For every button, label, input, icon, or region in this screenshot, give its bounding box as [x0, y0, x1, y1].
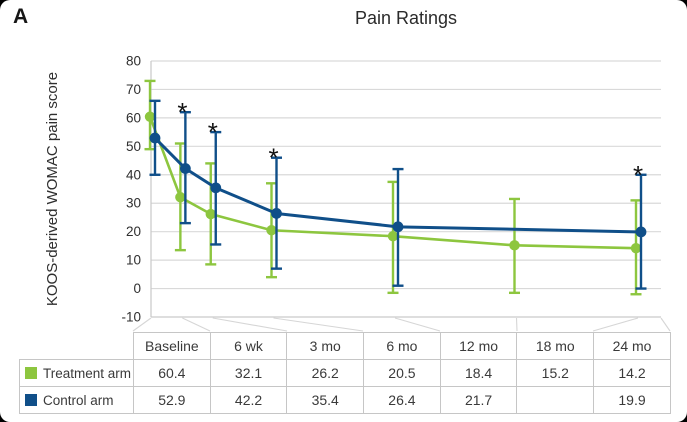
connector-line	[515, 317, 518, 332]
treatment-arm-point	[509, 240, 520, 251]
table-cell: 20.5	[363, 359, 441, 387]
table-corner-cell	[20, 333, 134, 360]
control-arm-legend: Control arm	[19, 386, 134, 414]
significance-asterisk: *	[633, 160, 643, 190]
treatment-arm-point	[630, 242, 642, 254]
column-header-6wk: 6 wk	[209, 332, 288, 360]
y-axis-tick-label: 80	[126, 54, 141, 69]
control-arm-swatch	[25, 393, 37, 406]
treatment-arm-point	[266, 225, 277, 236]
chart-data-table: Baseline 6 wk 3 mo 6 mo 12 mo 18 mo 24 m…	[19, 332, 671, 414]
connector-line	[182, 317, 211, 332]
column-header-12mo: 12 mo	[439, 332, 518, 360]
control-arm-point	[179, 163, 191, 174]
control-arm-point	[392, 221, 404, 233]
panel-label: A	[13, 5, 29, 28]
treatment-arm-row: Treatment arm 60.4 32.1 26.2 20.5 18.4 1…	[19, 359, 671, 387]
significance-asterisk: *	[208, 117, 218, 147]
column-header-baseline: Baseline	[133, 332, 211, 360]
treatment-arm-point	[205, 208, 216, 220]
control-arm-line	[153, 137, 642, 234]
column-header-24mo: 24 mo	[593, 332, 671, 360]
table-cell: 19.9	[593, 386, 671, 414]
table-cell: 35.4	[286, 386, 365, 414]
connector-line	[592, 317, 639, 332]
table-cell: 60.4	[133, 359, 211, 387]
y-axis-tick-label: 20	[126, 224, 141, 239]
pain-ratings-chart: 80 70 60 50 40 30 20 10 0 -10 KOOS-derived WOMAC p…	[44, 54, 671, 332]
table-cell: 52.9	[133, 386, 211, 414]
table-cell: 14.2	[593, 359, 671, 387]
treatment-arm-point	[144, 111, 156, 122]
y-axis-tick-label: 50	[126, 139, 141, 154]
y-axis-tick-label: 40	[126, 167, 141, 182]
significance-asterisk: *	[268, 143, 278, 173]
treatment-arm-point	[387, 231, 399, 242]
table-cell: 42.2	[209, 386, 288, 414]
column-header-3mo: 3 mo	[286, 332, 365, 360]
table-cell: 21.7	[439, 386, 518, 414]
control-arm-point	[271, 208, 282, 219]
control-arm-row: Control arm 52.9 42.2 35.4 26.4 21.7 19.…	[19, 386, 671, 414]
table-cell: 32.1	[209, 359, 288, 387]
chart-title: Pain Ratings	[354, 8, 458, 28]
y-axis-tick-label: 10	[126, 253, 141, 268]
treatment-arm-legend: Treatment arm	[19, 359, 134, 387]
treatment-arm-swatch	[25, 366, 37, 379]
table-cell: 26.2	[286, 359, 365, 387]
control-arm-point	[210, 182, 222, 194]
connector-line	[394, 317, 441, 332]
column-header-18mo: 18 mo	[516, 332, 595, 360]
y-axis-tick-label: 60	[126, 110, 141, 125]
column-header-6mo: 6 mo	[363, 332, 441, 360]
significance-asterisk: *	[177, 97, 187, 127]
y-axis-tick-label: 0	[133, 281, 141, 296]
connector-line	[273, 317, 364, 332]
treatment-arm-point	[175, 192, 186, 203]
table-cell	[516, 386, 595, 414]
connector-line	[660, 317, 671, 332]
connector-line	[212, 317, 288, 332]
table-cell: 18.4	[439, 359, 518, 387]
y-axis-tick-label: 30	[126, 196, 141, 211]
connector-line	[132, 317, 152, 332]
y-axis-tick-label: 70	[126, 82, 141, 97]
treatment-arm-label: Treatment arm	[43, 365, 132, 381]
y-axis-title: KOOS-derived WOMAC pain score	[44, 72, 61, 306]
table-cell: 26.4	[363, 386, 441, 414]
control-arm-label: Control arm	[43, 392, 114, 408]
control-arm-point	[635, 226, 647, 238]
table-cell: 15.2	[516, 359, 595, 387]
table-header-row: Baseline 6 wk 3 mo 6 mo 12 mo 18 mo 24 m…	[20, 332, 671, 360]
control-arm-point	[149, 132, 161, 144]
y-axis-tick-label: -10	[121, 310, 141, 325]
